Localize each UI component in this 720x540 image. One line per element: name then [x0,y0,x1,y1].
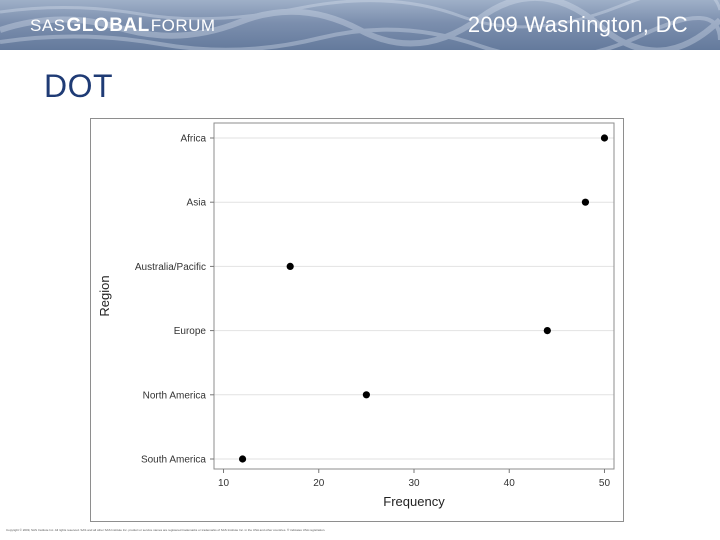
data-point [238,455,247,463]
data-point [600,134,609,142]
y-tick-label: Asia [187,198,207,209]
x-tick-label: 10 [218,478,230,489]
slide-title: DOT [44,68,114,104]
dot-plot: Africa Asia Australia/Pacific Europe North A… [97,122,615,509]
header-banner: SAS GLOBAL FORUM 2009 Washington, DC [0,0,720,50]
x-tick-label: 50 [599,478,611,489]
y-tick-label: South America [141,455,206,466]
y-axis-title: Region [97,275,112,316]
data-point [543,327,551,335]
y-tick-label: North America [143,390,207,401]
x-axis-title: Frequency [383,494,445,509]
x-tick-label: 40 [504,478,516,489]
chart-frame: Africa Asia Australia/Pacific Europe North A… [90,118,624,522]
x-tick-label: 30 [408,478,420,489]
event-title: 2009 Washington, DC [467,12,688,37]
logo-sas: SAS [30,16,66,35]
logo-global: GLOBAL [66,15,150,36]
y-tick-label: Africa [180,134,206,145]
banner-texture [0,0,720,50]
data-point [581,198,590,206]
logo-forum: FORUM [150,16,216,35]
data-point [286,262,294,270]
footer-copyright: Copyright © 2009, SAS Institute Inc. All… [6,528,326,532]
plot-area-frame [213,122,615,470]
x-tick-label: 20 [313,478,325,489]
sas-global-forum-logo: SAS GLOBAL FORUM [30,14,216,38]
data-point [362,391,370,399]
y-tick-label: Europe [174,326,207,337]
y-tick-label: Australia/Pacific [135,262,206,273]
